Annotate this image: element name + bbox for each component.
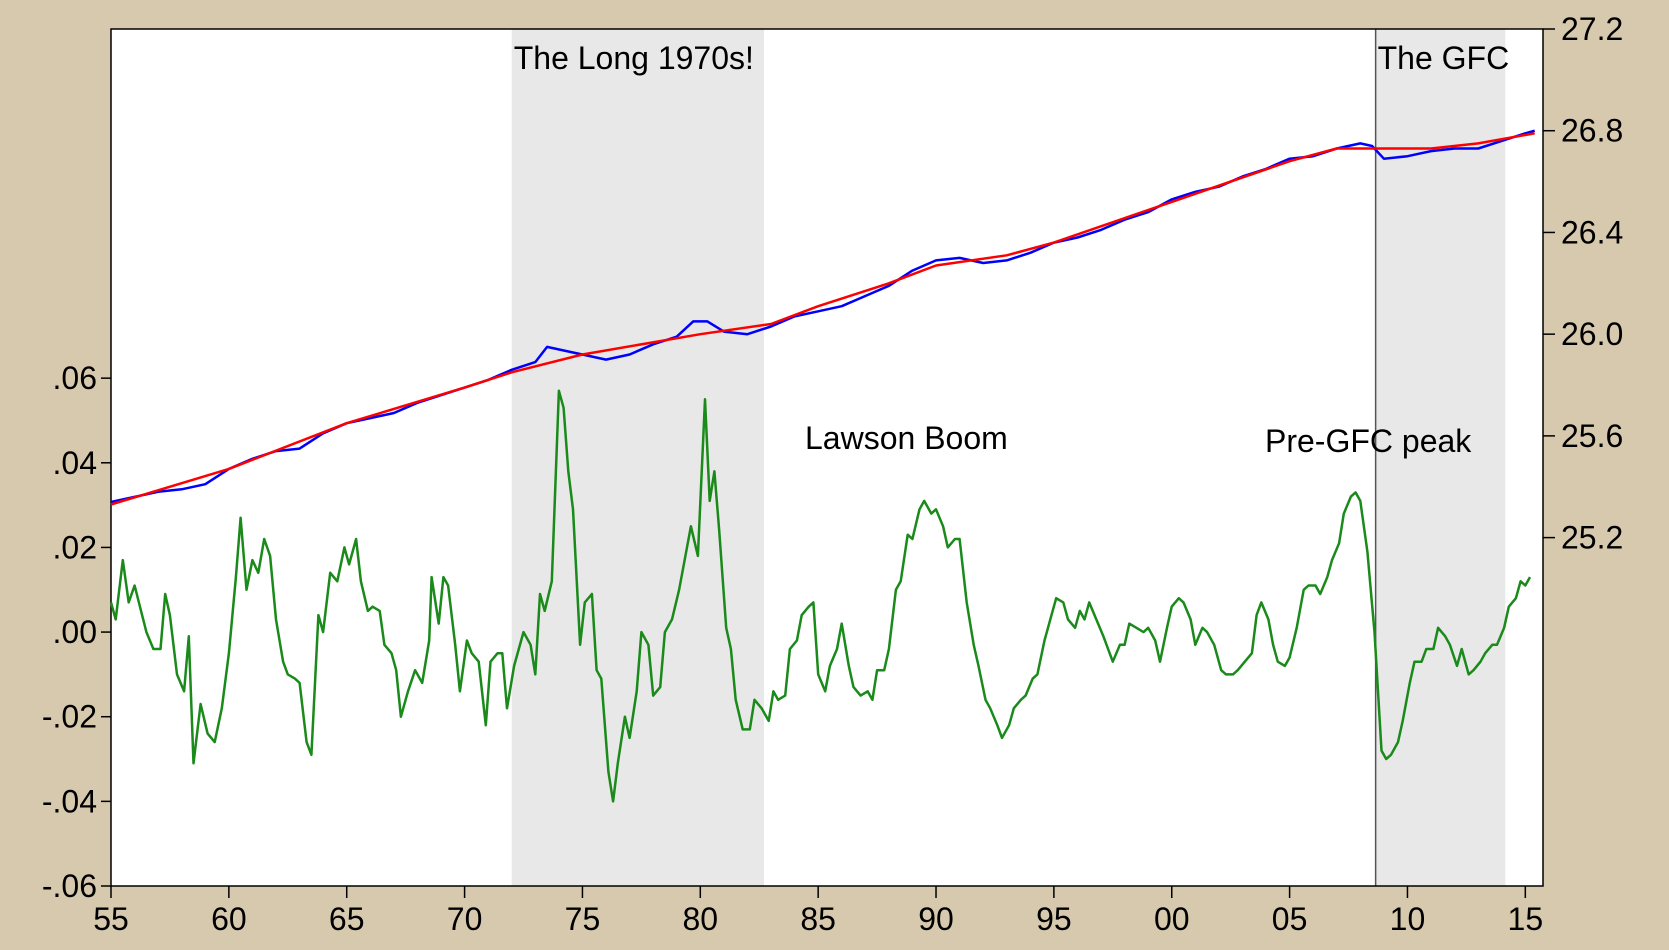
- x-tick-label: 10: [1390, 901, 1426, 937]
- series-line: [109, 389, 1532, 803]
- x-tick-label: 60: [211, 901, 247, 937]
- region-label: The Long 1970s!: [514, 40, 754, 76]
- x-tick-label: 95: [1036, 901, 1072, 937]
- x-tick-label: 70: [447, 901, 483, 937]
- x-tick-label: 05: [1272, 901, 1308, 937]
- y2-tick-label: 25.2: [1561, 520, 1623, 556]
- y-tick-label: .00: [53, 614, 97, 650]
- series-line: [110, 132, 1535, 506]
- x-tick-label: 15: [1508, 901, 1544, 937]
- y-tick-label: -.06: [42, 868, 97, 904]
- y-tick-label: -.04: [42, 783, 97, 819]
- y2-tick-label: 25.6: [1561, 418, 1623, 454]
- x-tick-label: 65: [329, 901, 365, 937]
- plot-area: [111, 29, 1543, 886]
- x-tick-label: 00: [1154, 901, 1190, 937]
- y2-tick-label: 26.4: [1561, 214, 1623, 250]
- region-label: The GFC: [1378, 40, 1510, 76]
- y2-tick-label: 27.2: [1561, 11, 1623, 47]
- x-tick-label: 80: [683, 901, 719, 937]
- y-tick-label: -.02: [42, 699, 97, 735]
- plot-frame: [110, 28, 1544, 887]
- y-tick-label: .04: [53, 445, 97, 481]
- y-tick-label: .02: [53, 529, 97, 565]
- x-tick-label: 75: [565, 901, 601, 937]
- annotation: Lawson Boom: [805, 420, 1008, 456]
- y2-tick-label: 26.0: [1561, 316, 1623, 352]
- y-tick-label: .06: [53, 360, 97, 396]
- shaded-region: [511, 29, 764, 886]
- y2-tick-label: 26.8: [1561, 113, 1623, 149]
- x-tick-label: 90: [918, 901, 954, 937]
- x-tick-label: 85: [800, 901, 836, 937]
- x-tick-label: 55: [93, 901, 129, 937]
- annotation: Pre-GFC peak: [1265, 423, 1472, 459]
